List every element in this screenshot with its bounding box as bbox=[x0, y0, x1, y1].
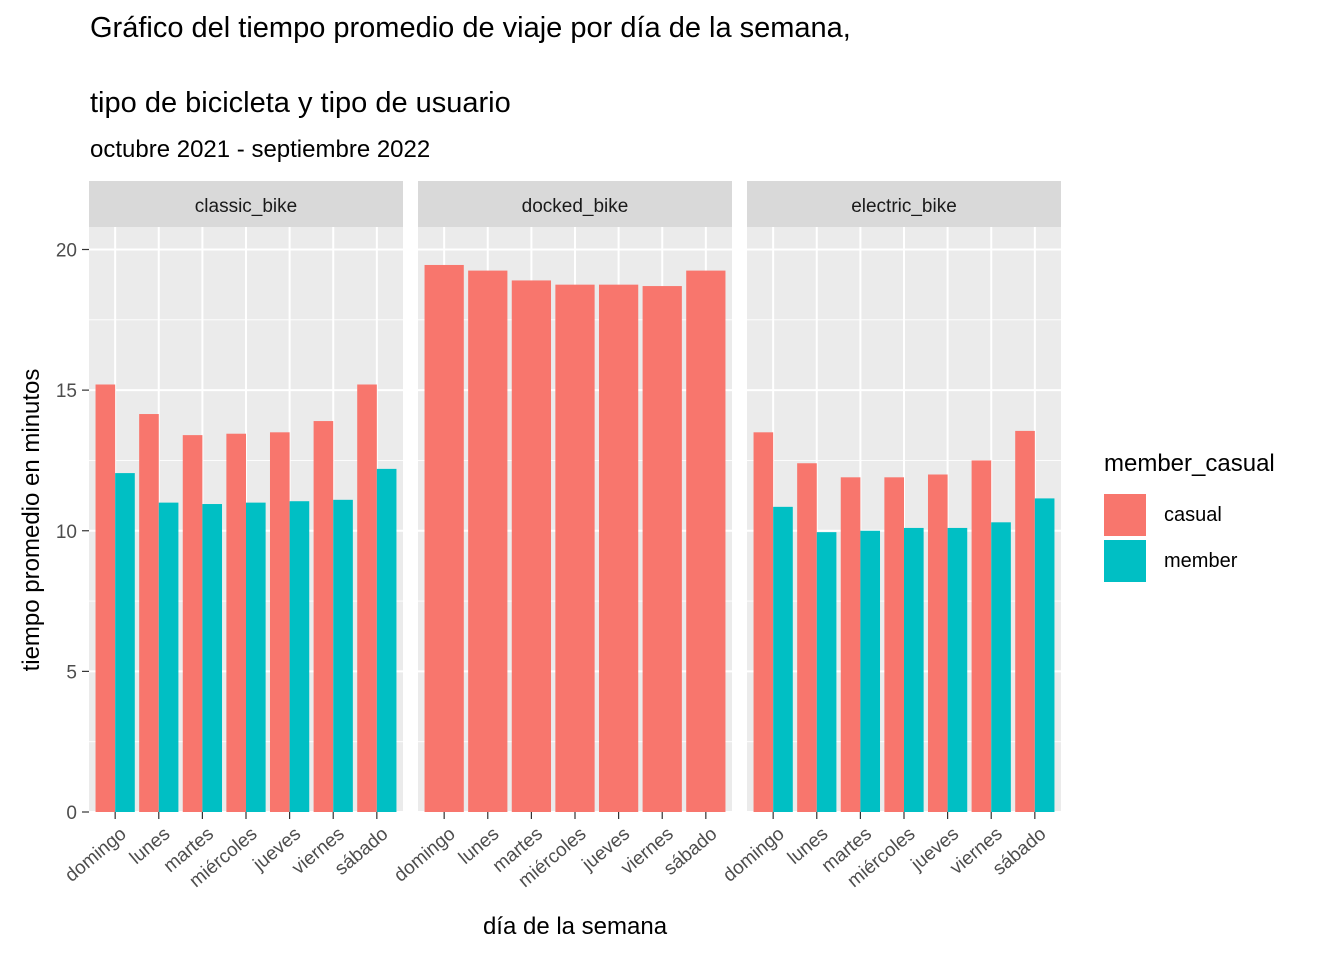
legend-label-casual: casual bbox=[1164, 503, 1222, 526]
chart-subtitle: octubre 2021 - septiembre 2022 bbox=[90, 136, 431, 163]
legend-key-casual bbox=[1104, 494, 1146, 536]
facet-strip-label-electric_bike: electric_bike bbox=[851, 196, 957, 217]
bar-classic_bike-casual-sábado bbox=[357, 384, 377, 812]
bar-electric_bike-casual-domingo bbox=[753, 432, 774, 812]
bar-classic_bike-member-jueves bbox=[289, 501, 310, 812]
bar-classic_bike-member-martes bbox=[202, 504, 223, 812]
facet-strip-docked_bike bbox=[418, 181, 732, 227]
bar-docked_bike-casual-viernes bbox=[642, 286, 682, 812]
bar-classic_bike-member-domingo bbox=[115, 473, 135, 812]
bar-electric_bike-member-martes bbox=[860, 530, 881, 812]
bar-classic_bike-member-sábado bbox=[376, 468, 397, 812]
legend-item-casual: casual bbox=[1104, 492, 1275, 538]
bar-electric_bike-casual-lunes bbox=[797, 463, 817, 812]
facet-strip-classic_bike bbox=[89, 181, 403, 227]
bar-docked_bike-casual-domingo bbox=[424, 264, 464, 812]
bar-classic_bike-casual-lunes bbox=[139, 414, 159, 812]
bar-docked_bike-casual-miércoles bbox=[555, 284, 595, 812]
chart-title-line-1: Gráfico del tiempo promedio de viaje por… bbox=[90, 12, 851, 44]
bar-classic_bike-casual-viernes bbox=[313, 421, 334, 812]
x-tick-label-docked_bike-domingo: domingo bbox=[390, 824, 459, 887]
y-axis-label: tiempo promedio en minutos bbox=[18, 368, 45, 672]
bar-docked_bike-casual-martes bbox=[511, 280, 552, 812]
bar-electric_bike-member-sábado bbox=[1034, 498, 1055, 812]
y-tick-label-4: 20 bbox=[56, 241, 77, 262]
y-tick-label-0: 0 bbox=[66, 803, 77, 824]
bar-classic_bike-casual-jueves bbox=[269, 432, 290, 812]
bar-classic_bike-member-viernes bbox=[333, 499, 353, 812]
bar-classic_bike-casual-domingo bbox=[95, 384, 116, 812]
bar-electric_bike-casual-sábado bbox=[1015, 430, 1035, 812]
legend-title: member_casual bbox=[1104, 450, 1275, 477]
bar-docked_bike-casual-jueves bbox=[598, 284, 639, 812]
legend: member_casual casual member bbox=[1104, 450, 1275, 584]
bar-classic_bike-member-lunes bbox=[158, 502, 179, 812]
y-tick-label-3: 15 bbox=[56, 381, 77, 402]
x-axis-label: día de la semana bbox=[482, 913, 668, 940]
y-tick-label-2: 10 bbox=[56, 522, 77, 543]
bar-electric_bike-member-miércoles bbox=[904, 527, 924, 812]
x-tick-label-electric_bike-domingo: domingo bbox=[719, 824, 788, 887]
facet-strip-label-docked_bike: docked_bike bbox=[522, 196, 629, 217]
bar-electric_bike-member-domingo bbox=[773, 506, 793, 812]
x-tick-label-classic_bike-domingo: domingo bbox=[61, 824, 130, 887]
bar-classic_bike-casual-martes bbox=[182, 435, 203, 812]
chart-title-line-2: tipo de bicicleta y tipo de usuario bbox=[90, 87, 511, 119]
bar-electric_bike-member-viernes bbox=[991, 522, 1011, 812]
y-tick-label-1: 5 bbox=[66, 662, 77, 683]
legend-item-member: member bbox=[1104, 538, 1275, 584]
bar-classic_bike-casual-miércoles bbox=[226, 433, 246, 812]
bar-electric_bike-casual-jueves bbox=[927, 474, 948, 812]
bar-electric_bike-member-jueves bbox=[947, 527, 968, 812]
facet-strip-electric_bike bbox=[747, 181, 1061, 227]
bar-electric_bike-casual-viernes bbox=[971, 460, 992, 812]
bar-electric_bike-casual-martes bbox=[840, 477, 861, 812]
facet-strip-label-classic_bike: classic_bike bbox=[195, 196, 297, 217]
bar-docked_bike-casual-sábado bbox=[686, 270, 726, 812]
bar-electric_bike-casual-miércoles bbox=[884, 477, 904, 812]
bar-electric_bike-member-lunes bbox=[816, 532, 837, 812]
legend-key-member bbox=[1104, 540, 1146, 582]
bar-classic_bike-member-miércoles bbox=[246, 502, 266, 812]
bar-docked_bike-casual-lunes bbox=[468, 270, 508, 812]
legend-label-member: member bbox=[1164, 549, 1238, 572]
